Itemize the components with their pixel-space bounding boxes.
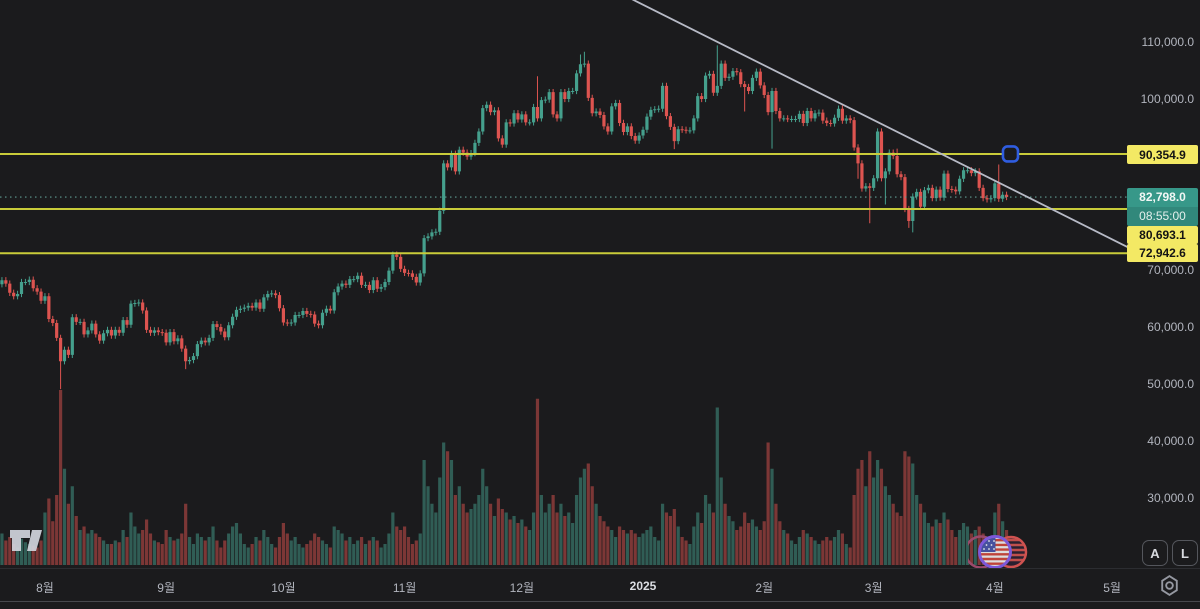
x-axis-tick: 12월 bbox=[509, 581, 535, 595]
bottom-separator bbox=[0, 601, 1200, 602]
x-axis-tick: 11월 bbox=[392, 581, 417, 595]
y-axis-tick: 30,000.0 bbox=[1147, 491, 1194, 505]
y-axis-tick: 110,000.0 bbox=[1141, 35, 1195, 49]
level-label-80693[interactable]: 80,693.1 bbox=[1127, 226, 1198, 244]
level-label-90354[interactable]: 90,354.9 bbox=[1127, 145, 1198, 164]
current-price-value: 82,798.0 bbox=[1139, 190, 1186, 204]
candle-wicks-up bbox=[1, 45, 1004, 365]
y-axis-tick: 100,000.0 bbox=[1140, 92, 1194, 106]
candle-bodies-up bbox=[0, 63, 1005, 362]
y-axis-tick: 50,000.0 bbox=[1147, 377, 1194, 391]
time-scale[interactable]: 8월 9월 10월 11월 12월 2025 2월 3월 4월 5월 bbox=[0, 568, 1200, 601]
x-axis-tick: 5월 bbox=[1103, 581, 1121, 595]
candle-bodies-down bbox=[4, 63, 1009, 362]
volume-bars-down bbox=[4, 390, 1009, 565]
volume-bars-up bbox=[0, 407, 1005, 565]
x-axis-tick: 2025 bbox=[629, 579, 657, 593]
x-axis-tick: 10월 bbox=[271, 581, 296, 595]
x-axis-tick: 8월 bbox=[36, 581, 54, 595]
x-axis-tick: 2월 bbox=[755, 581, 774, 595]
log-scale-button[interactable]: L bbox=[1172, 540, 1198, 566]
y-axis-tick: 70,000.0 bbox=[1147, 263, 1194, 277]
timescale-settings-icon[interactable] bbox=[1157, 573, 1182, 598]
price-scale[interactable]: 110,000.0 100,000.0 70,000.0 60,000.0 50,000… bbox=[1128, 0, 1200, 568]
y-axis-tick: 40,000.0 bbox=[1147, 434, 1194, 448]
y-axis-tick: 60,000.0 bbox=[1147, 320, 1194, 334]
bar-countdown: 08:55:00 bbox=[1127, 207, 1198, 226]
x-axis-tick: 3월 bbox=[864, 581, 883, 595]
x-axis-tick: 4월 bbox=[985, 581, 1004, 595]
market-flags-icon[interactable] bbox=[968, 532, 1028, 572]
trendline[interactable] bbox=[631, 0, 1129, 249]
x-axis-tick: 9월 bbox=[157, 581, 175, 595]
candle-wicks-down bbox=[5, 60, 1008, 390]
us-flag-icon bbox=[978, 535, 1012, 569]
level-label-72942[interactable]: 72,942.6 bbox=[1127, 244, 1198, 262]
line-anchor-handle[interactable] bbox=[1001, 145, 1020, 163]
current-price-label[interactable]: 82,798.0 08:55:00 bbox=[1127, 188, 1198, 226]
auto-scale-button[interactable]: A bbox=[1142, 540, 1168, 566]
tradingview-logo-icon[interactable] bbox=[8, 525, 44, 555]
